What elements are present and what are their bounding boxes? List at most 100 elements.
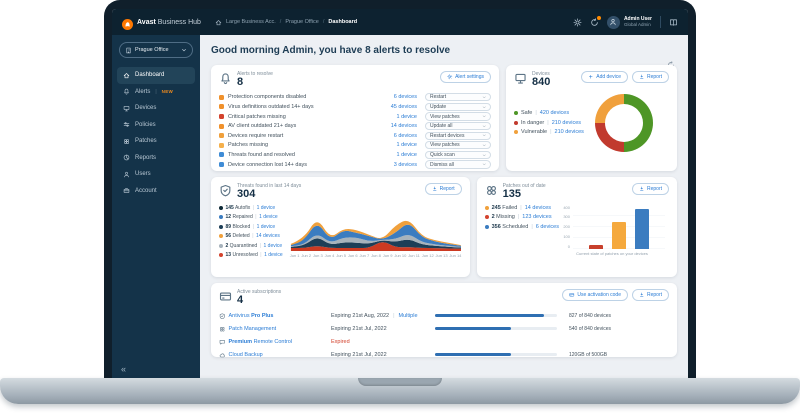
card-title: Alerts to resolve [237, 71, 273, 77]
subscriptions-report-button[interactable]: Report [631, 289, 669, 301]
patches-report-button[interactable]: Report [631, 183, 669, 195]
subscription-name-link[interactable]: Premium Remote Control [219, 339, 331, 346]
breadcrumb-item-prague-office[interactable]: Prague Office [285, 19, 319, 25]
site-selector[interactable]: Prague Office [119, 42, 193, 58]
settings-gear-icon[interactable] [573, 18, 582, 27]
alert-devices-link[interactable]: 45 devices [390, 103, 417, 110]
alert-devices-link[interactable]: 1 device [396, 151, 418, 158]
home-icon[interactable] [215, 19, 222, 26]
user-menu[interactable]: Admin User Global Admin [606, 15, 652, 29]
x-tick: Jun 8 [371, 253, 381, 259]
patches-legend: 245 Failed | 14 devices 2 Missing | 123 … [484, 204, 559, 256]
alert-action-dropdown[interactable]: Restart [425, 93, 491, 102]
help-guide-icon[interactable] [669, 18, 678, 27]
patches-icon [485, 184, 498, 197]
sidebar-item-devices[interactable]: Devices [117, 100, 195, 117]
legend-devices-link[interactable]: 1 device [263, 242, 283, 249]
chevron-down-icon [482, 124, 487, 129]
subscriptions-count: 4 [237, 294, 244, 306]
greeting: Good morning Admin, you have 8 alerts to… [211, 45, 451, 56]
sidebar-item-policies[interactable]: Policies [117, 117, 195, 134]
breadcrumb-item-large-business-acc-[interactable]: Large Business Acc. [225, 19, 276, 25]
alert-devices-link[interactable]: 14 devices [390, 123, 417, 130]
alert-action-dropdown[interactable]: Update [425, 102, 491, 112]
sidebar-menu: Dashboard Alerts | NEW Devices Policies P… [112, 67, 200, 199]
x-tick: Jun 14 [449, 253, 462, 259]
alert-action-dropdown[interactable]: Dismiss all [425, 160, 491, 169]
legend-devices-link[interactable]: 1 device [259, 214, 278, 221]
sidebar-item-alerts[interactable]: Alerts | NEW [117, 84, 195, 101]
subscription-name-link[interactable]: Antivirus Pro Plus [219, 313, 331, 320]
usage-text: 540 of 840 devices [569, 325, 611, 332]
y-tick: 200 [563, 224, 570, 230]
sidebar-item-users[interactable]: Users [117, 166, 195, 183]
breadcrumb-separator: / [322, 19, 325, 25]
alert-action-dropdown[interactable]: Restart devices [425, 131, 491, 140]
legend-item: In danger | 210 devices [514, 120, 584, 126]
threats-report-button[interactable]: Report [424, 183, 462, 195]
y-tick: 400 [563, 204, 570, 210]
alert-severity-icon [219, 123, 224, 129]
legend-item: 2 Quarantined | 1 device [219, 243, 283, 249]
subscription-name-link[interactable]: Patch Management [219, 326, 331, 333]
alert-action-dropdown[interactable]: Quick scan [425, 150, 491, 159]
devices-report-button[interactable]: Report [631, 71, 669, 83]
sliders-icon [123, 121, 130, 128]
alert-action-dropdown[interactable]: View patches [425, 141, 491, 150]
alert-severity-icon [219, 162, 224, 167]
legend-devices-link[interactable]: 14 devices [524, 204, 552, 211]
alert-severity-icon [219, 114, 224, 120]
legend-devices-link[interactable]: 14 devices [256, 233, 280, 240]
legend-devices-link[interactable]: 1 device [264, 252, 283, 259]
legend-devices-link[interactable]: 123 devices [522, 214, 552, 221]
sidebar-item-reports[interactable]: Reports [117, 150, 195, 167]
alert-severity-icon [219, 142, 224, 148]
subscription-rows: Antivirus Pro Plus Expiring 21st Aug, 20… [219, 312, 669, 360]
card-title: Active subscriptions [237, 289, 282, 295]
sidebar-collapse-button[interactable]: « [121, 364, 127, 374]
brand[interactable]: Avast Business Hub [122, 17, 201, 30]
home-icon [123, 72, 130, 79]
x-tick: Jun 2 [301, 253, 312, 259]
multiple-link[interactable]: Multiple [398, 312, 418, 319]
threats-count: 304 [237, 188, 256, 200]
devices-legend: Safe | 420 devices In danger | 210 devic… [514, 110, 584, 135]
chevron-down-icon [482, 105, 487, 110]
alert-devices-link[interactable]: 1 device [396, 113, 418, 120]
sidebar-item-patches[interactable]: Patches [117, 133, 195, 150]
subscription-expiry: Expiring 21st Jul, 2022 [331, 351, 387, 358]
alert-settings-button[interactable]: Alert settings [440, 71, 491, 83]
sync-notification-icon[interactable] [590, 16, 601, 27]
x-tick: Jun 6 [347, 253, 358, 259]
alert-devices-link[interactable]: 6 devices [393, 132, 417, 139]
legend-devices-link[interactable]: 420 devices [539, 110, 570, 117]
alert-action-dropdown[interactable]: View patches [425, 112, 491, 121]
alert-devices-link[interactable]: 1 device [396, 142, 418, 149]
plus-icon [588, 74, 594, 80]
legend-devices-link[interactable]: 1 device [256, 223, 276, 230]
legend-devices-link[interactable]: 210 devices [554, 129, 584, 136]
legend-item: 56 Deleted | 14 devices [219, 233, 283, 239]
monitor-icon [123, 105, 130, 112]
sidebar-item-dashboard[interactable]: Dashboard [117, 67, 195, 84]
alert-devices-link[interactable]: 6 devices [393, 94, 417, 101]
legend-devices-link[interactable]: 6 devices [535, 223, 559, 230]
legend-item: 245 Failed | 14 devices [484, 204, 559, 211]
breadcrumb-item-dashboard[interactable]: Dashboard [328, 19, 358, 25]
legend-devices-link[interactable]: 1 device [256, 204, 276, 211]
refresh-dashboard-icon[interactable] [667, 56, 675, 68]
legend-devices-link[interactable]: 210 devices [551, 119, 582, 126]
sidebar-item-account[interactable]: Account [117, 183, 195, 200]
x-axis-labels: Jun 1 Jun 2 Jun 3 Jun 4 Jun 5 Jun 6 Jun 7 Jun 8… [290, 253, 462, 258]
y-tick: 100 [563, 233, 570, 239]
x-tick: Jun 1 [289, 253, 300, 259]
x-tick: Jun 13 [435, 253, 448, 259]
add-device-button[interactable]: Add device [581, 71, 628, 83]
legend-item: 2 Missing | 123 devices [484, 214, 559, 221]
alert-devices-link[interactable]: 3 devices [393, 161, 417, 168]
use-activation-code-button[interactable]: Use activation code [562, 289, 628, 301]
legend-item: 13 Unresolved | 1 device [219, 252, 283, 258]
subscription-name-link[interactable]: Cloud Backup [219, 352, 331, 359]
alert-action-dropdown[interactable]: Update all [425, 122, 491, 131]
